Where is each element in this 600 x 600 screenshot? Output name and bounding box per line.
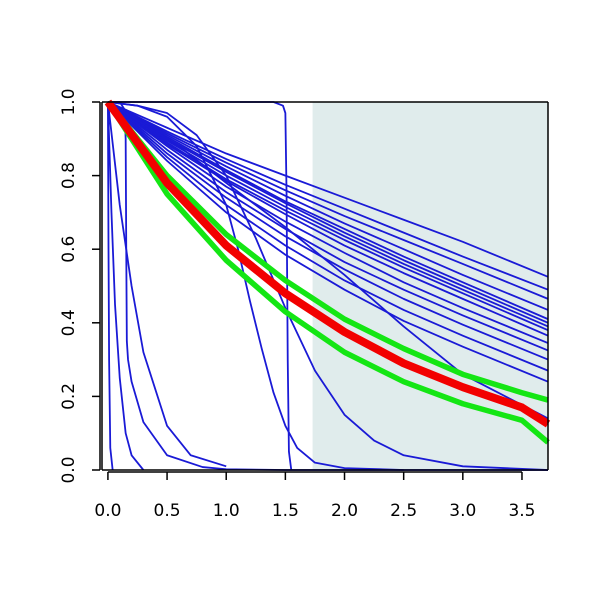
x-tick-label: 2.5 bbox=[390, 501, 417, 521]
x-tick-label: 1.5 bbox=[272, 501, 299, 521]
x-tick-label: 1.0 bbox=[213, 501, 240, 521]
blue-series-line-3 bbox=[107, 101, 549, 300]
blue-series-line-14 bbox=[107, 101, 549, 383]
blue-series-line-16 bbox=[107, 101, 549, 471]
blue-series-line-12 bbox=[107, 101, 549, 361]
shaded-region bbox=[312, 102, 548, 470]
blue-series-line-22 bbox=[107, 101, 114, 471]
blue-series-line-1 bbox=[107, 101, 549, 278]
blue-series-line-5 bbox=[107, 101, 549, 320]
y-tick-label: 0.6 bbox=[59, 236, 79, 263]
blue-series-line-19 bbox=[107, 101, 548, 471]
x-tick-label: 0.0 bbox=[94, 501, 121, 521]
blue-series-line-15 bbox=[107, 101, 549, 420]
blue-series-line-20 bbox=[107, 101, 227, 468]
x-tick-label: 2.0 bbox=[331, 501, 358, 521]
blue-series-line-7 bbox=[107, 101, 549, 328]
y-tick-label: 0.2 bbox=[59, 383, 79, 410]
red-series-line-25 bbox=[104, 99, 551, 428]
y-tick-label: 1.0 bbox=[59, 88, 79, 115]
blue-series-line-11 bbox=[107, 101, 549, 352]
blue-series-line-8 bbox=[107, 101, 549, 331]
x-tick-label: 3.0 bbox=[449, 501, 476, 521]
green-series-line-23 bbox=[105, 100, 549, 403]
y-tick-label: 0.4 bbox=[59, 309, 79, 336]
y-tick-label: 0.8 bbox=[59, 162, 79, 189]
green-series-line-24 bbox=[105, 100, 550, 445]
blue-series-line-13 bbox=[107, 101, 549, 372]
blue-series-line-21 bbox=[107, 101, 145, 471]
x-tick-label: 3.5 bbox=[508, 501, 535, 521]
blue-series-line-9 bbox=[107, 101, 549, 337]
blue-series-line-17 bbox=[107, 101, 404, 471]
blue-series-line-10 bbox=[107, 101, 549, 344]
x-tick-label: 0.5 bbox=[154, 501, 181, 521]
blue-series-line-2 bbox=[107, 101, 549, 291]
blue-series-line-4 bbox=[107, 101, 549, 311]
y-tick-label: 0.0 bbox=[59, 456, 79, 483]
